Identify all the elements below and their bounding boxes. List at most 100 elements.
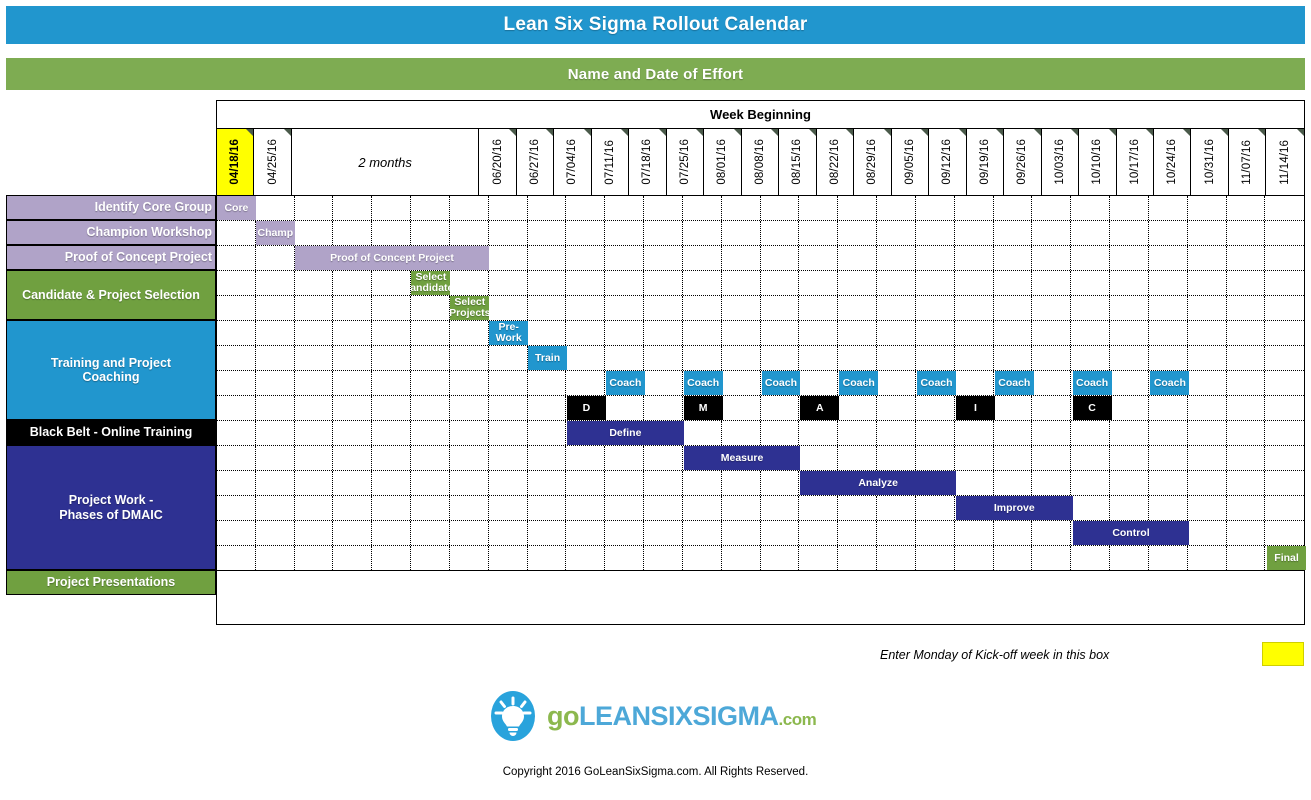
grid-cell[interactable] xyxy=(450,221,489,245)
grid-cell[interactable] xyxy=(644,396,683,420)
grid-cell[interactable] xyxy=(256,296,295,320)
grid-cell[interactable] xyxy=(644,346,683,370)
grid-cell[interactable] xyxy=(1227,446,1266,470)
gantt-bar-coach[interactable]: Coach xyxy=(839,371,879,395)
grid-cell[interactable] xyxy=(1110,321,1149,345)
grid-cell[interactable] xyxy=(528,271,567,295)
grid-cell[interactable] xyxy=(372,546,412,570)
gantt-bar-coach[interactable]: Coach xyxy=(917,371,956,395)
kickoff-date-input[interactable] xyxy=(1262,642,1304,666)
grid-cell[interactable] xyxy=(683,521,722,545)
grid-cell[interactable] xyxy=(838,346,878,370)
grid-cell[interactable] xyxy=(411,371,450,395)
grid-cell[interactable] xyxy=(1227,321,1266,345)
grid-cell[interactable] xyxy=(838,246,878,270)
grid-cell[interactable] xyxy=(955,521,994,545)
grid-cell[interactable] xyxy=(1110,271,1149,295)
grid-cell[interactable] xyxy=(1032,246,1072,270)
grid-cell[interactable] xyxy=(1032,546,1072,570)
grid-cell[interactable] xyxy=(605,246,645,270)
grid-cell[interactable] xyxy=(916,346,955,370)
grid-cell[interactable] xyxy=(877,371,916,395)
date-header-04-18-16[interactable]: 04/18/16 xyxy=(217,129,255,195)
grid-cell[interactable] xyxy=(644,471,683,495)
grid-cell[interactable] xyxy=(450,271,489,295)
grid-cell[interactable] xyxy=(1227,271,1266,295)
grid-cell[interactable] xyxy=(217,221,256,245)
grid-cell[interactable] xyxy=(1188,421,1227,445)
grid-cell[interactable] xyxy=(838,546,878,570)
grid-cell[interactable] xyxy=(411,346,450,370)
grid-cell[interactable] xyxy=(761,271,800,295)
grid-cell[interactable] xyxy=(411,496,450,520)
grid-cell[interactable] xyxy=(877,421,916,445)
grid-cell[interactable] xyxy=(450,196,489,220)
grid-cell[interactable] xyxy=(528,421,567,445)
grid-cell[interactable] xyxy=(1032,221,1072,245)
grid-cell[interactable] xyxy=(256,346,295,370)
gantt-bar-define[interactable]: Define xyxy=(567,421,684,445)
grid-cell[interactable] xyxy=(372,396,412,420)
grid-cell[interactable] xyxy=(333,521,373,545)
grid-cell[interactable] xyxy=(683,321,722,345)
grid-cell[interactable] xyxy=(683,546,722,570)
grid-cell[interactable] xyxy=(256,546,295,570)
grid-cell[interactable] xyxy=(1071,321,1111,345)
grid-cell[interactable] xyxy=(994,221,1033,245)
grid-cell[interactable] xyxy=(1188,546,1227,570)
grid-cell[interactable] xyxy=(333,271,373,295)
grid-cell[interactable] xyxy=(644,371,683,395)
grid-cell[interactable] xyxy=(1227,496,1266,520)
grid-cell[interactable] xyxy=(1265,196,1304,220)
grid-cell[interactable] xyxy=(295,296,334,320)
gantt-bar-m[interactable]: M xyxy=(683,396,723,420)
grid-cell[interactable] xyxy=(683,296,722,320)
grid-cell[interactable] xyxy=(605,496,645,520)
grid-cell[interactable] xyxy=(799,196,839,220)
gantt-bar-analyze[interactable]: Analyze xyxy=(800,471,956,495)
grid-cell[interactable] xyxy=(994,271,1033,295)
grid-cell[interactable] xyxy=(799,246,839,270)
grid-cell[interactable] xyxy=(528,221,567,245)
grid-cell[interactable] xyxy=(994,471,1033,495)
grid-cell[interactable] xyxy=(1110,421,1149,445)
grid-cell[interactable] xyxy=(605,546,645,570)
grid-cell[interactable] xyxy=(217,496,256,520)
grid-cell[interactable] xyxy=(761,421,800,445)
swimlane-label-training-and-project-coaching[interactable]: Training and Project Coaching xyxy=(6,320,216,420)
grid-cell[interactable] xyxy=(955,196,994,220)
grid-cell[interactable] xyxy=(333,396,373,420)
grid-cell[interactable] xyxy=(722,471,761,495)
grid-cell[interactable] xyxy=(295,421,334,445)
grid-cell[interactable] xyxy=(333,421,373,445)
grid-cell[interactable] xyxy=(1110,371,1149,395)
grid-cell[interactable] xyxy=(1227,296,1266,320)
grid-cell[interactable] xyxy=(722,496,761,520)
grid-cell[interactable] xyxy=(1149,421,1188,445)
grid-cell[interactable] xyxy=(333,496,373,520)
grid-cell[interactable] xyxy=(1110,196,1149,220)
grid-cell[interactable] xyxy=(489,296,528,320)
grid-cell[interactable] xyxy=(528,371,567,395)
gantt-bar-measure[interactable]: Measure xyxy=(683,446,801,470)
grid-cell[interactable] xyxy=(1110,396,1149,420)
grid-cell[interactable] xyxy=(217,471,256,495)
gantt-bar-core[interactable]: Core xyxy=(217,196,256,220)
grid-cell[interactable] xyxy=(799,446,839,470)
grid-cell[interactable] xyxy=(683,346,722,370)
grid-cell[interactable] xyxy=(994,521,1033,545)
grid-cell[interactable] xyxy=(799,546,839,570)
grid-cell[interactable] xyxy=(333,446,373,470)
grid-cell[interactable] xyxy=(450,346,489,370)
grid-cell[interactable] xyxy=(372,496,412,520)
grid-cell[interactable] xyxy=(838,271,878,295)
grid-cell[interactable] xyxy=(333,346,373,370)
grid-cell[interactable] xyxy=(1149,321,1188,345)
grid-cell[interactable] xyxy=(1149,271,1188,295)
gantt-bar-c[interactable]: C xyxy=(1072,396,1112,420)
grid-cell[interactable] xyxy=(295,371,334,395)
grid-cell[interactable] xyxy=(1227,346,1266,370)
grid-cell[interactable] xyxy=(1071,271,1111,295)
grid-cell[interactable] xyxy=(411,321,450,345)
grid-cell[interactable] xyxy=(799,321,839,345)
